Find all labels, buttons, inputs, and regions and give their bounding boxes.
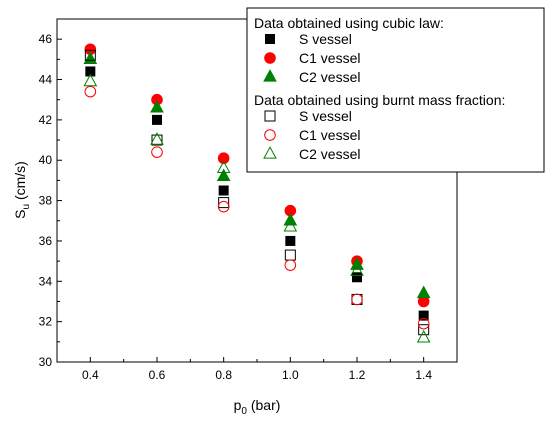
x-tick-label: 0.4 [82,368,99,382]
axis-ticks: 0.4 0.6 0.8 1.0 1.2 1.4 30 32 34 36 38 40 42 44 46 [39,32,433,382]
x-tick-label: 1.2 [349,368,366,382]
filled-square-point [285,235,296,246]
y-axis-title: Su (cm/s) [12,161,32,219]
open-circle-point [151,146,163,158]
filled-square-point [218,185,229,196]
filled-triangle-point [150,99,164,113]
legend-open-square-icon [264,110,276,122]
y-axis-title-unit: (cm/s) [12,161,28,204]
open-triangle-point [83,73,98,87]
y-tick-label: 46 [39,32,53,46]
legend-entry-label: S vessel [299,31,352,47]
filled-triangle-point [416,285,431,299]
filled-circle-point [217,152,230,165]
open-triangle-point [350,263,364,276]
open-circle-point [84,85,97,98]
x-tick-label: 0.6 [149,368,166,382]
y-tick-label: 34 [39,274,53,288]
y-tick-label: 36 [39,234,53,248]
legend-filled-triangle-icon [263,69,277,82]
open-square-point [218,197,230,209]
filled-square-point [352,272,362,283]
filled-square-point [418,310,429,321]
legend-entry-label: C1 vessel [299,50,360,66]
y-tick-label: 40 [39,153,53,167]
y-tick-label: 30 [39,355,53,369]
filled-triangle-point [216,168,231,182]
legend-entry-label: C2 vessel [299,69,360,85]
x-tick-label: 1.4 [415,368,432,382]
y-axis-title-sub: u [21,204,32,210]
legend-entry-label: C1 vessel [299,127,360,143]
open-circle-point [417,317,430,330]
filled-square-point [85,66,96,77]
x-tick-label: 0.8 [215,368,232,382]
open-triangle-point [150,132,164,145]
open-square-point [151,134,163,146]
legend-filled-square-icon [265,34,275,44]
y-tick-label: 32 [39,315,53,329]
legend-open-triangle-icon [263,146,277,159]
open-triangle-point [216,160,231,173]
legend-group-title-cubic: Data obtained using cubic law: [254,15,444,31]
filled-triangle-point [83,51,98,65]
legend-filled-circle-icon [264,52,276,64]
x-axis-title-sub: 0 [241,406,247,417]
x-axis-title-unit: (bar) [247,397,280,413]
open-triangle-point [283,218,298,232]
open-square-point [418,324,430,336]
x-axis-title-main: p [234,397,242,413]
x-axis-title: p0 (bar) [234,397,281,417]
open-square-point [84,49,96,61]
open-triangle-point [416,329,431,343]
legend-group-title-burnt: Data obtained using burnt mass fraction: [254,92,505,108]
legend: Data obtained using cubic law: Data obta… [246,7,545,173]
x-tick-label: 1.0 [282,368,299,382]
data-points [83,43,431,343]
legend-box [246,7,545,173]
y-tick-label: 42 [39,113,53,127]
open-square-point [284,249,296,261]
legend-entry-label: C2 vessel [299,146,360,162]
open-circle-point [217,200,230,213]
legend-open-circle-icon [264,129,276,141]
y-tick-label: 38 [39,194,53,208]
open-circle-point [351,293,363,306]
legend-entry-label: S vessel [299,108,352,124]
y-tick-label: 44 [39,73,53,87]
legend-entries: S vessel C1 vessel C2 vessel S vessel C1 ves… [263,31,360,162]
filled-square-point [152,114,162,125]
y-axis-title-main: S [12,209,28,218]
open-circle-point [284,259,297,271]
